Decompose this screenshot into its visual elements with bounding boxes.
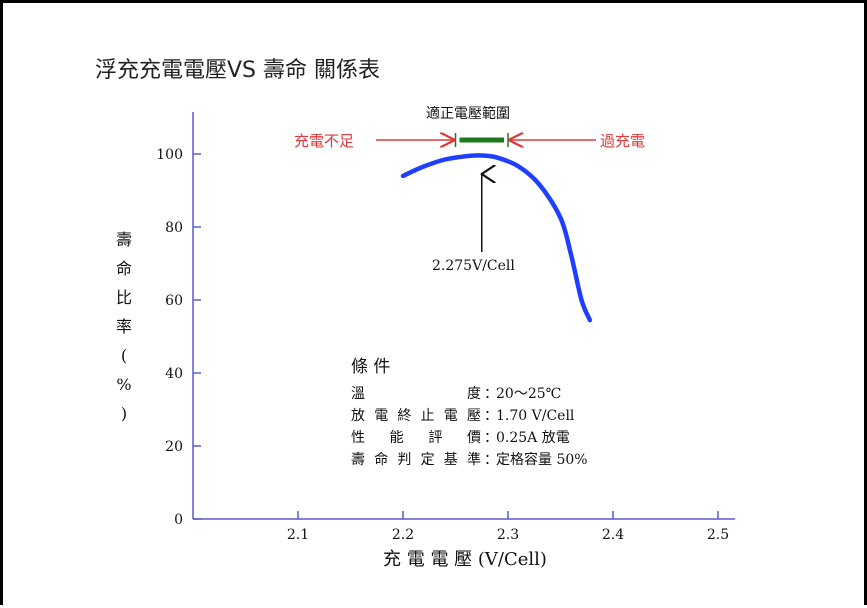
y-tick-label: 0 [174, 512, 183, 528]
y-tick-label: 60 [165, 293, 183, 309]
y-label-char: ) [121, 404, 127, 423]
y-label-char: ( [121, 346, 127, 365]
y-tick-label: 80 [165, 220, 183, 236]
y-tick-label: 20 [165, 439, 183, 455]
condition-colon: ： [484, 386, 498, 402]
x-tick-label: 2.1 [287, 527, 309, 543]
condition-colon: ： [484, 430, 498, 446]
y-ticks: 0 20 40 60 80 100 [156, 147, 201, 528]
condition-colon: ： [484, 452, 498, 468]
under-charge-label: 充電不足 [294, 132, 354, 150]
y-label-char: % [116, 375, 131, 394]
chart-title: 浮充充電電壓VS 壽命 關係表 [95, 58, 380, 83]
optimal-point-label: 2.275V/Cell [432, 258, 515, 274]
condition-value: 定格容量 50% [496, 451, 588, 468]
condition-value: 20～25℃ [496, 386, 561, 402]
y-label-char: 比 [116, 288, 132, 307]
x-ticks: 2.1 2.2 2.3 2.4 2.5 [287, 511, 729, 543]
life-ratio-curve [400, 153, 593, 323]
condition-colon: ： [484, 408, 498, 424]
y-tick-label: 100 [156, 147, 183, 163]
condition-label: 性 能 評 價 [351, 429, 481, 446]
conditions-title: 條 件 [351, 357, 390, 377]
condition-value: 1.70 V/Cell [496, 408, 575, 424]
optimal-range-label: 適正電壓範圍 [426, 105, 510, 122]
x-tick-label: 2.2 [392, 527, 414, 543]
x-tick-label: 2.4 [602, 527, 624, 543]
over-charge-label: 過充電 [600, 132, 645, 150]
x-axis-label: 充 電 電 壓 (V/Cell) [383, 549, 547, 570]
x-tick-label: 2.5 [707, 527, 729, 543]
y-tick-label: 40 [165, 366, 183, 382]
condition-label: 壽命判定基準 [351, 451, 481, 468]
y-label-char: 壽 [116, 230, 132, 249]
condition-label: 溫 度 [351, 386, 481, 402]
condition-label: 放電終止電壓 [351, 408, 481, 424]
x-tick-label: 2.3 [497, 527, 519, 543]
y-label-char: 命 [116, 259, 132, 278]
condition-value: 0.25A 放電 [496, 430, 570, 446]
y-label-char: 率 [116, 317, 132, 336]
